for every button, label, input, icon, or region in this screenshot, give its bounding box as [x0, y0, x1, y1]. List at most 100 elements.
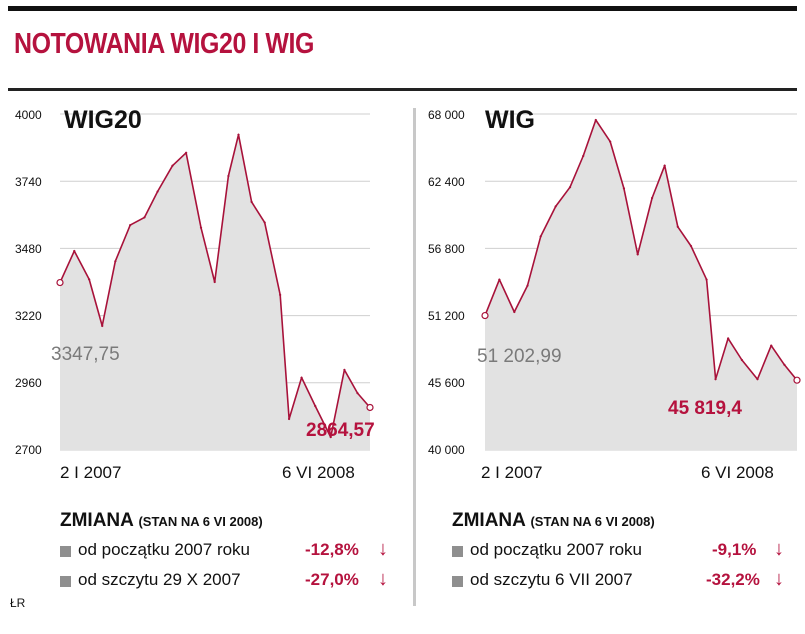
- changes-note: (STAN NA 6 VI 2008): [530, 514, 655, 529]
- bullet-square-icon: [60, 546, 71, 557]
- wig-data-point: [770, 344, 773, 347]
- change-row-value: -9,1%: [712, 540, 757, 559]
- wig20-start-value: 3347,75: [51, 344, 120, 365]
- bullet-square-icon: [452, 546, 463, 557]
- wig-changes: ZMIANA (STAN NA 6 VI 2008) od początku 2…: [452, 510, 792, 598]
- down-arrow-icon: ↓: [378, 568, 388, 590]
- wig-line: [484, 119, 798, 381]
- wig-data-point: [513, 310, 516, 314]
- wig-data-point: [663, 164, 666, 167]
- y-tick-label: 40 000: [428, 443, 465, 457]
- changes-header: ZMIANA (STAN NA 6 VI 2008): [60, 510, 400, 538]
- wig-data-point: [568, 186, 572, 189]
- wig-data-point: [714, 378, 717, 381]
- change-row-label: od szczytu 29 X 2007: [78, 570, 241, 589]
- y-tick-label: 3220: [15, 309, 42, 323]
- wig20-chart: 4000 3740 3480 3220 2960 2700 WIG20 3347…: [15, 106, 375, 482]
- wig20-data-point: [156, 190, 159, 193]
- wig-data-point: [705, 278, 708, 281]
- wig20-data-point: [227, 174, 230, 178]
- x-start-label: 2 I 2007: [481, 463, 542, 482]
- wig-data-point: [783, 363, 786, 366]
- wig20-area: [60, 134, 370, 450]
- wig-chart-name: WIG: [485, 106, 535, 134]
- bullet-square-icon: [452, 576, 463, 587]
- y-tick-label: 45 600: [428, 376, 465, 390]
- wig20-data-point: [171, 164, 174, 167]
- wig20-panel: 4000 3740 3480 3220 2960 2700 WIG20 3347…: [0, 100, 395, 610]
- wig20-data-point: [250, 200, 253, 204]
- wig-start-value: 51 202,99: [477, 346, 562, 367]
- wig-y-axis: 68 000 62 400 56 800 51 200 45 600 40 00…: [428, 108, 465, 457]
- wig-data-point: [726, 337, 730, 340]
- wig20-y-axis: 4000 3740 3480 3220 2960 2700: [15, 108, 42, 457]
- wig20-start-point: [56, 278, 64, 287]
- change-row: od szczytu 29 X 2007 -27,0% ↓: [60, 568, 400, 598]
- wig20-data-point: [199, 226, 203, 229]
- wig-data-point: [526, 284, 529, 287]
- bullet-square-icon: [60, 576, 71, 587]
- wig-points: [481, 118, 801, 384]
- change-row-value: -12,8%: [305, 540, 359, 559]
- wig20-end-point: [366, 403, 374, 412]
- wig-data-point: [622, 187, 626, 190]
- wig-end-value: 45 819,4: [668, 398, 742, 419]
- wig20-data-point: [129, 223, 132, 227]
- changes-note: (STAN NA 6 VI 2008): [138, 514, 263, 529]
- wig20-data-point: [88, 278, 91, 281]
- x-start-label: 2 I 2007: [60, 463, 121, 482]
- y-tick-label: 2960: [15, 376, 42, 390]
- wig20-line: [59, 133, 371, 438]
- change-row-label: od początku 2007 roku: [78, 540, 251, 559]
- wig-data-point: [554, 205, 557, 208]
- change-row-value: -27,0%: [305, 570, 359, 589]
- wig-start-point: [481, 311, 489, 320]
- wig-chart: 68 000 62 400 56 800 51 200 45 600 40 00…: [428, 106, 801, 482]
- title-rule: [8, 88, 797, 91]
- changes-title: ZMIANA: [60, 510, 134, 531]
- wig20-data-point: [279, 293, 282, 297]
- wig20-end-value: 2864,57: [306, 420, 375, 441]
- wig20-data-point: [184, 151, 188, 154]
- change-row: od szczytu 6 VII 2007 -32,2% ↓: [452, 568, 792, 598]
- wig20-data-point: [287, 417, 291, 421]
- wig20-data-point: [300, 376, 303, 379]
- change-row: od początku 2007 roku -12,8% ↓: [60, 538, 400, 568]
- y-tick-label: 3740: [15, 175, 42, 189]
- wig-area: [485, 120, 797, 450]
- wig-data-point: [582, 154, 585, 158]
- changes-title: ZMIANA: [452, 510, 526, 531]
- x-end-label: 6 VI 2008: [282, 463, 355, 482]
- page-title: NOTOWANIA WIG20 I WIG: [14, 28, 314, 60]
- wig20-data-point: [114, 260, 117, 263]
- y-tick-label: 68 000: [428, 108, 465, 122]
- top-rule: [8, 6, 797, 11]
- change-row-label: od szczytu 6 VII 2007: [470, 570, 633, 589]
- wig-data-point: [498, 278, 501, 281]
- wig20-data-point: [343, 368, 346, 372]
- y-tick-label: 51 200: [428, 309, 465, 323]
- x-end-label: 6 VI 2008: [701, 463, 774, 482]
- wig-data-point: [650, 196, 654, 200]
- wig20-data-point: [314, 404, 317, 408]
- down-arrow-icon: ↓: [774, 568, 784, 590]
- wig20-data-point: [329, 435, 332, 439]
- down-arrow-icon: ↓: [774, 538, 784, 560]
- y-tick-label: 3480: [15, 242, 42, 256]
- wig20-data-point: [143, 216, 146, 219]
- wig20-data-point: [263, 221, 266, 224]
- wig20-changes: ZMIANA (STAN NA 6 VI 2008) od początku 2…: [60, 510, 400, 598]
- change-row-value: -32,2%: [706, 570, 760, 589]
- wig-data-point: [594, 118, 597, 122]
- wig-panel: 68 000 62 400 56 800 51 200 45 600 40 00…: [405, 100, 801, 610]
- down-arrow-icon: ↓: [378, 538, 388, 560]
- wig-data-point: [609, 140, 612, 143]
- change-row-label: od początku 2007 roku: [470, 540, 643, 559]
- wig-end-point: [793, 376, 801, 384]
- wig-data-point: [756, 378, 759, 381]
- author-credit: ŁR: [10, 596, 26, 610]
- wig-data-point: [689, 244, 693, 248]
- y-tick-label: 62 400: [428, 175, 465, 189]
- y-tick-label: 2700: [15, 443, 42, 457]
- wig-data-point: [676, 225, 679, 228]
